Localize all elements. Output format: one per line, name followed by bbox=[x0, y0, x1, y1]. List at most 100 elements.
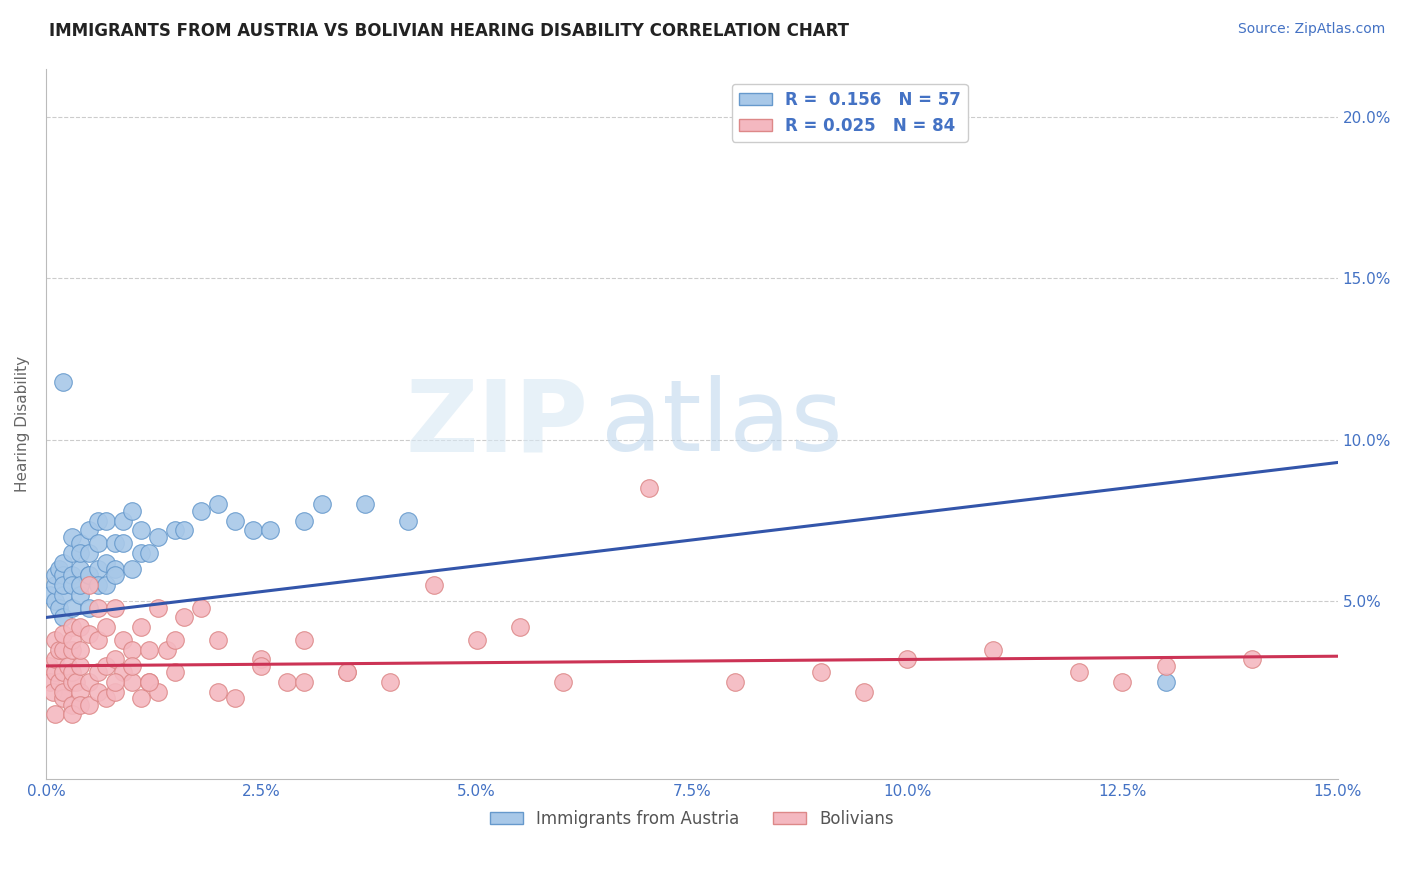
Point bbox=[96, 620, 118, 634]
Point bbox=[155, 642, 177, 657]
Point bbox=[129, 546, 152, 560]
Point bbox=[724, 675, 747, 690]
Point bbox=[810, 665, 832, 680]
Point bbox=[60, 642, 83, 657]
Point bbox=[96, 691, 118, 706]
Point bbox=[981, 642, 1004, 657]
Point bbox=[44, 652, 66, 666]
Point bbox=[104, 600, 127, 615]
Point bbox=[56, 659, 79, 673]
Point bbox=[69, 684, 91, 698]
Point bbox=[112, 665, 135, 680]
Point bbox=[44, 665, 66, 680]
Point bbox=[69, 562, 91, 576]
Point bbox=[86, 665, 108, 680]
Point bbox=[86, 562, 108, 576]
Point bbox=[52, 691, 75, 706]
Point bbox=[104, 675, 127, 690]
Point bbox=[173, 610, 195, 624]
Point bbox=[1154, 675, 1177, 690]
Point bbox=[1069, 665, 1091, 680]
Point bbox=[121, 504, 143, 518]
Point bbox=[165, 665, 187, 680]
Text: Source: ZipAtlas.com: Source: ZipAtlas.com bbox=[1237, 22, 1385, 37]
Point bbox=[292, 675, 315, 690]
Point bbox=[121, 562, 143, 576]
Point bbox=[853, 684, 876, 698]
Point bbox=[112, 536, 135, 550]
Point bbox=[69, 620, 91, 634]
Point bbox=[48, 600, 70, 615]
Point bbox=[48, 675, 70, 690]
Point bbox=[44, 633, 66, 648]
Point bbox=[112, 633, 135, 648]
Point bbox=[60, 698, 83, 712]
Point bbox=[173, 523, 195, 537]
Point bbox=[1111, 675, 1133, 690]
Point bbox=[60, 633, 83, 648]
Point bbox=[138, 546, 160, 560]
Text: atlas: atlas bbox=[602, 376, 844, 472]
Point bbox=[509, 620, 531, 634]
Point bbox=[336, 665, 359, 680]
Point bbox=[77, 675, 100, 690]
Point bbox=[146, 530, 169, 544]
Point bbox=[121, 659, 143, 673]
Point bbox=[96, 556, 118, 570]
Point bbox=[104, 562, 127, 576]
Point bbox=[52, 588, 75, 602]
Point bbox=[129, 620, 152, 634]
Point bbox=[77, 698, 100, 712]
Point bbox=[165, 633, 187, 648]
Point bbox=[69, 659, 91, 673]
Point bbox=[259, 523, 281, 537]
Point bbox=[86, 578, 108, 592]
Point bbox=[42, 684, 65, 698]
Point bbox=[52, 375, 75, 389]
Point bbox=[60, 675, 83, 690]
Y-axis label: Hearing Disability: Hearing Disability bbox=[15, 356, 30, 491]
Point bbox=[396, 514, 419, 528]
Point bbox=[138, 675, 160, 690]
Point bbox=[39, 588, 62, 602]
Point bbox=[250, 659, 273, 673]
Point bbox=[60, 568, 83, 582]
Point bbox=[52, 578, 75, 592]
Point bbox=[138, 642, 160, 657]
Point bbox=[190, 504, 212, 518]
Point bbox=[138, 675, 160, 690]
Point bbox=[52, 610, 75, 624]
Point bbox=[96, 514, 118, 528]
Point bbox=[311, 498, 333, 512]
Point bbox=[69, 698, 91, 712]
Point bbox=[60, 578, 83, 592]
Point bbox=[224, 514, 246, 528]
Point bbox=[146, 600, 169, 615]
Point bbox=[52, 568, 75, 582]
Point bbox=[69, 536, 91, 550]
Point bbox=[146, 684, 169, 698]
Point bbox=[896, 652, 918, 666]
Point bbox=[250, 652, 273, 666]
Point bbox=[65, 675, 87, 690]
Point bbox=[121, 642, 143, 657]
Point bbox=[52, 626, 75, 640]
Point bbox=[224, 691, 246, 706]
Point bbox=[292, 514, 315, 528]
Point bbox=[165, 523, 187, 537]
Point bbox=[77, 578, 100, 592]
Point bbox=[60, 600, 83, 615]
Point bbox=[52, 684, 75, 698]
Point bbox=[207, 498, 229, 512]
Point bbox=[77, 523, 100, 537]
Point bbox=[336, 665, 359, 680]
Point bbox=[380, 675, 402, 690]
Point bbox=[86, 536, 108, 550]
Point bbox=[353, 498, 375, 512]
Point bbox=[86, 684, 108, 698]
Point bbox=[48, 562, 70, 576]
Point bbox=[44, 594, 66, 608]
Point bbox=[52, 642, 75, 657]
Point bbox=[77, 600, 100, 615]
Point bbox=[129, 691, 152, 706]
